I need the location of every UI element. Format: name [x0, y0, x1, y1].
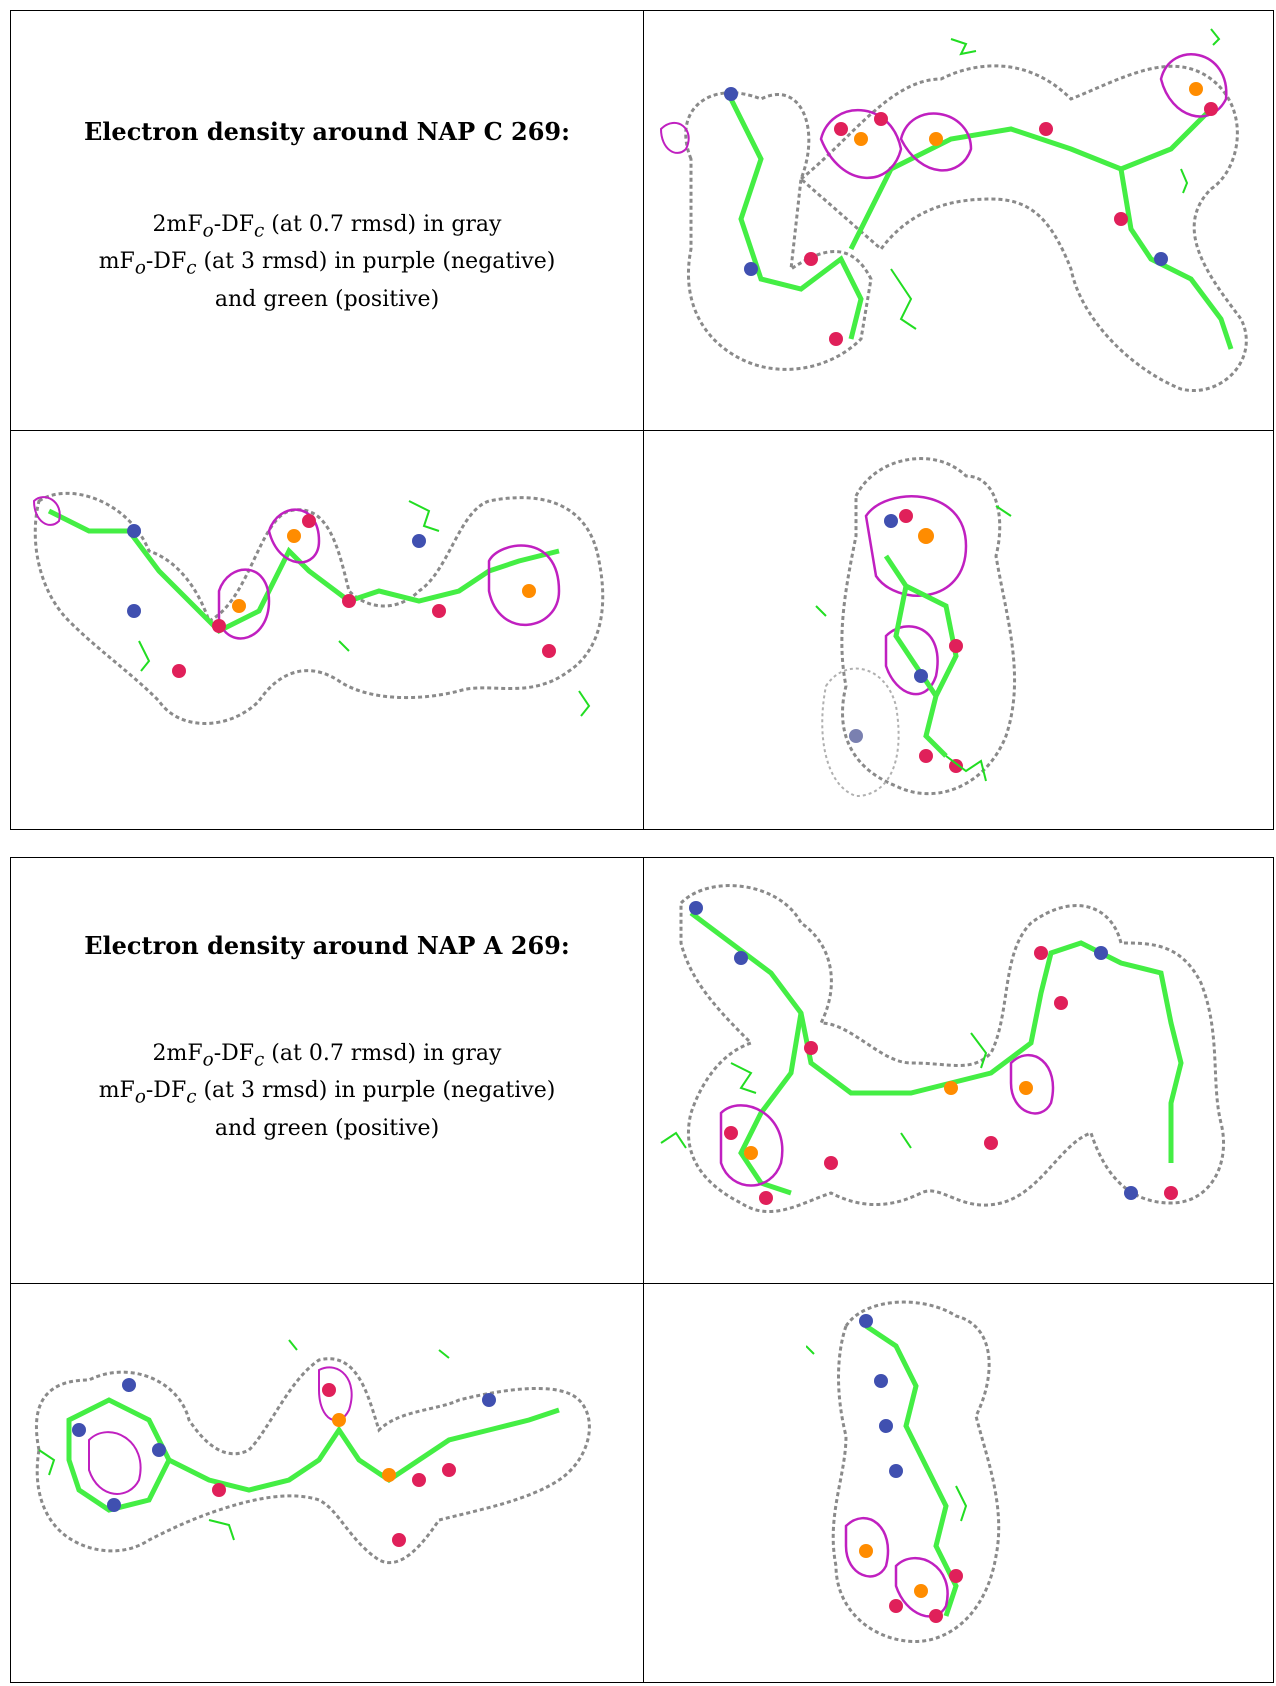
- legend-line-2fofc: 2mFo-DFc (at 0.7 rmsd) in gray: [152, 1041, 502, 1071]
- density-image-c-bottom-right: [796, 436, 1136, 826]
- caption-legend: 2mFo-DFc (at 0.7 rmsd) in gray mFo-DFc (…: [11, 209, 643, 315]
- legend-line-colors: and green (positive): [214, 1115, 440, 1141]
- legend-line-2fofc: 2mFo-DFc (at 0.7 rmsd) in gray: [152, 212, 502, 242]
- caption-cell: Electron density around NAP A 269: 2mFo-…: [11, 858, 643, 1283]
- legend-line-fofc: mFo-DFc (at 3 rmsd) in purple (negative): [98, 249, 556, 279]
- legend-line-fofc: mFo-DFc (at 3 rmsd) in purple (negative): [98, 1078, 556, 1108]
- density-image-c-bottom-left: [19, 441, 635, 821]
- column-divider: [643, 11, 644, 829]
- caption-legend: 2mFo-DFc (at 0.7 rmsd) in gray mFo-DFc (…: [11, 1038, 643, 1144]
- caption-title: Electron density around NAP A 269:: [84, 931, 570, 960]
- row-divider: [11, 1283, 1273, 1284]
- caption-title: Electron density around NAP C 269:: [84, 117, 570, 146]
- caption-cell: Electron density around NAP C 269: 2mFo-…: [11, 11, 643, 430]
- density-image-a-bottom-right: [806, 1286, 1126, 1681]
- density-image-a-top-right: [651, 863, 1267, 1278]
- legend-line-colors: and green (positive): [214, 286, 440, 312]
- figure-table-nap-c: Electron density around NAP C 269: 2mFo-…: [10, 10, 1274, 830]
- density-image-a-bottom-left: [19, 1290, 635, 1675]
- figure-table-nap-a: Electron density around NAP A 269: 2mFo-…: [10, 857, 1274, 1683]
- column-divider: [643, 858, 644, 1682]
- row-divider: [11, 430, 1273, 431]
- density-image-c-top-right: [651, 19, 1267, 424]
